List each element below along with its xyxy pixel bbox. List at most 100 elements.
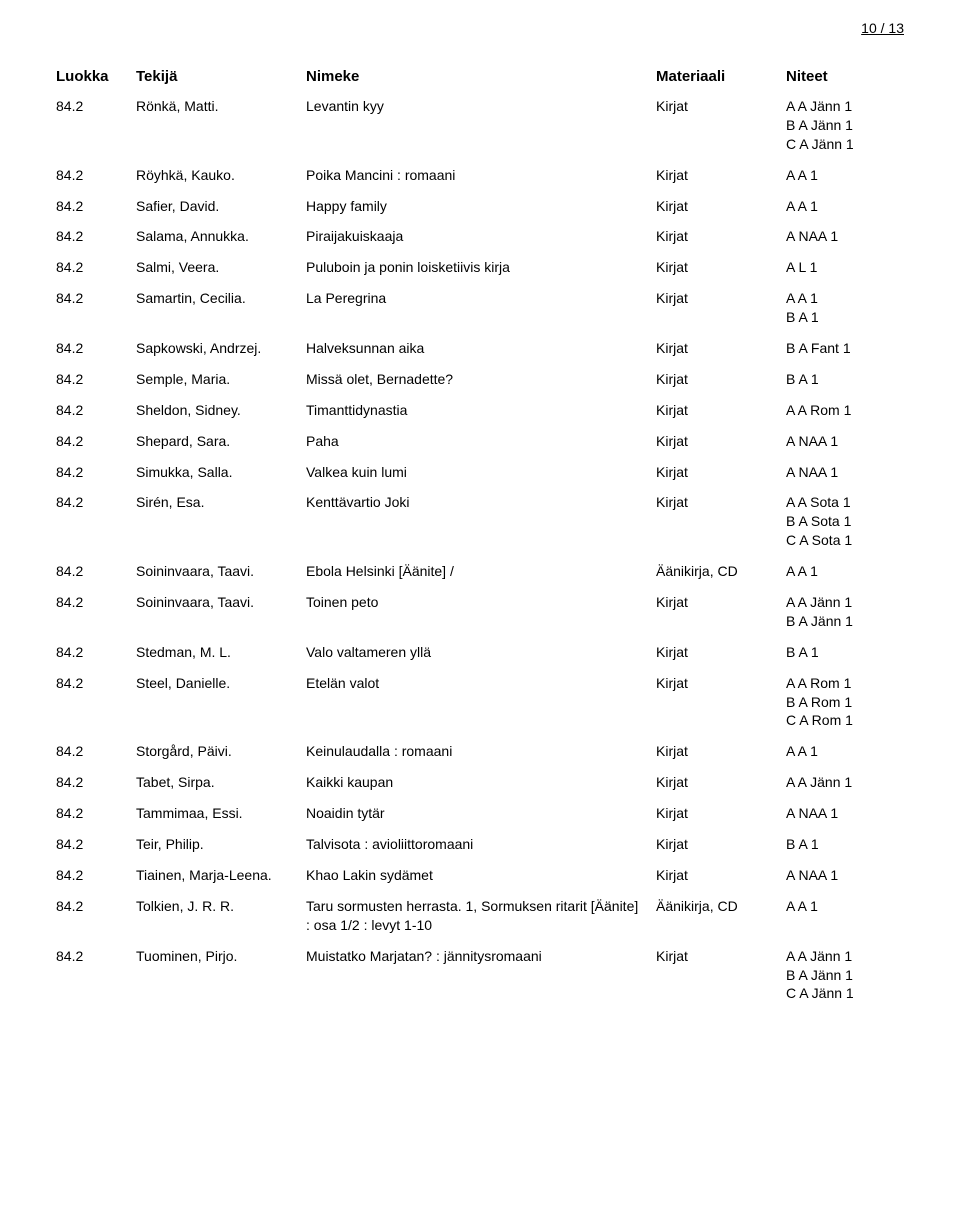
cell-nimeke: Halveksunnan aika	[306, 339, 646, 358]
niteet-item: A NAA 1	[786, 804, 904, 823]
cell-nimeke: Muistatko Marjatan? : jännitysromaani	[306, 947, 646, 966]
cell-tekija: Samartin, Cecilia.	[136, 289, 296, 308]
cell-nimeke: Etelän valot	[306, 674, 646, 693]
cell-luokka: 84.2	[56, 289, 126, 308]
table-header: Luokka Tekijä Nimeke Materiaali Niteet	[56, 68, 904, 85]
cell-tekija: Storgård, Päivi.	[136, 742, 296, 761]
cell-niteet: A A Rom 1B A Rom 1C A Rom 1	[786, 674, 904, 731]
niteet-item: A NAA 1	[786, 463, 904, 482]
niteet-item: C A Jänn 1	[786, 984, 904, 1003]
cell-materiaali: Kirjat	[656, 947, 776, 966]
niteet-item: A A Sota 1	[786, 493, 904, 512]
niteet-item: A NAA 1	[786, 866, 904, 885]
niteet-item: B A Sota 1	[786, 512, 904, 531]
niteet-item: C A Rom 1	[786, 711, 904, 730]
niteet-item: A A Jänn 1	[786, 97, 904, 116]
cell-nimeke: Khao Lakin sydämet	[306, 866, 646, 885]
cell-materiaali: Kirjat	[656, 289, 776, 308]
niteet-item: B A Rom 1	[786, 693, 904, 712]
cell-niteet: A NAA 1	[786, 463, 904, 482]
cell-nimeke: Valkea kuin lumi	[306, 463, 646, 482]
niteet-item: A A Rom 1	[786, 674, 904, 693]
table-row: 84.2Semple, Maria.Missä olet, Bernadette…	[56, 364, 904, 395]
header-niteet: Niteet	[786, 68, 904, 85]
niteet-item: B A Jänn 1	[786, 966, 904, 985]
cell-tekija: Salama, Annukka.	[136, 227, 296, 246]
cell-luokka: 84.2	[56, 866, 126, 885]
cell-materiaali: Kirjat	[656, 258, 776, 277]
niteet-item: B A 1	[786, 308, 904, 327]
cell-tekija: Soininvaara, Taavi.	[136, 593, 296, 612]
cell-tekija: Stedman, M. L.	[136, 643, 296, 662]
cell-niteet: A NAA 1	[786, 804, 904, 823]
cell-niteet: A A 1	[786, 166, 904, 185]
cell-luokka: 84.2	[56, 258, 126, 277]
cell-luokka: 84.2	[56, 773, 126, 792]
cell-materiaali: Kirjat	[656, 804, 776, 823]
niteet-item: A A 1	[786, 742, 904, 761]
table-row: 84.2Sheldon, Sidney.TimanttidynastiaKirj…	[56, 395, 904, 426]
cell-nimeke: Puluboin ja ponin loisketiivis kirja	[306, 258, 646, 277]
cell-niteet: B A 1	[786, 835, 904, 854]
cell-nimeke: Noaidin tytär	[306, 804, 646, 823]
cell-materiaali: Kirjat	[656, 463, 776, 482]
cell-nimeke: Toinen peto	[306, 593, 646, 612]
cell-nimeke: Valo valtameren yllä	[306, 643, 646, 662]
cell-materiaali: Kirjat	[656, 166, 776, 185]
cell-nimeke: Keinulaudalla : romaani	[306, 742, 646, 761]
table-row: 84.2Soininvaara, Taavi.Toinen petoKirjat…	[56, 587, 904, 637]
cell-luokka: 84.2	[56, 674, 126, 693]
cell-luokka: 84.2	[56, 897, 126, 916]
cell-niteet: A NAA 1	[786, 432, 904, 451]
cell-nimeke: Piraijakuiskaaja	[306, 227, 646, 246]
niteet-item: A A 1	[786, 562, 904, 581]
cell-materiaali: Kirjat	[656, 197, 776, 216]
cell-tekija: Steel, Danielle.	[136, 674, 296, 693]
cell-nimeke: Taru sormusten herrasta. 1, Sormuksen ri…	[306, 897, 646, 935]
niteet-item: A A 1	[786, 166, 904, 185]
niteet-item: A NAA 1	[786, 227, 904, 246]
cell-luokka: 84.2	[56, 339, 126, 358]
cell-materiaali: Kirjat	[656, 401, 776, 420]
niteet-item: A A Jänn 1	[786, 773, 904, 792]
table-row: 84.2Tolkien, J. R. R.Taru sormusten herr…	[56, 891, 904, 941]
table-row: 84.2Samartin, Cecilia.La PeregrinaKirjat…	[56, 283, 904, 333]
niteet-item: A A Jänn 1	[786, 947, 904, 966]
cell-luokka: 84.2	[56, 643, 126, 662]
cell-tekija: Teir, Philip.	[136, 835, 296, 854]
cell-materiaali: Kirjat	[656, 493, 776, 512]
table-row: 84.2Tiainen, Marja-Leena.Khao Lakin sydä…	[56, 860, 904, 891]
table-body: 84.2Rönkä, Matti.Levantin kyyKirjatA A J…	[56, 91, 904, 1009]
cell-materiaali: Kirjat	[656, 432, 776, 451]
table-row: 84.2Stedman, M. L.Valo valtameren ylläKi…	[56, 637, 904, 668]
cell-luokka: 84.2	[56, 370, 126, 389]
table-row: 84.2Storgård, Päivi.Keinulaudalla : roma…	[56, 736, 904, 767]
cell-tekija: Tammimaa, Essi.	[136, 804, 296, 823]
header-nimeke: Nimeke	[306, 68, 646, 85]
table-row: 84.2Salmi, Veera.Puluboin ja ponin loisk…	[56, 252, 904, 283]
cell-materiaali: Kirjat	[656, 742, 776, 761]
cell-nimeke: Timanttidynastia	[306, 401, 646, 420]
cell-tekija: Safier, David.	[136, 197, 296, 216]
cell-materiaali: Kirjat	[656, 773, 776, 792]
document-page: 10 / 13 Luokka Tekijä Nimeke Materiaali …	[0, 0, 960, 1212]
cell-niteet: B A Fant 1	[786, 339, 904, 358]
cell-niteet: A A Jänn 1	[786, 773, 904, 792]
cell-niteet: A A 1	[786, 897, 904, 916]
table-row: 84.2Tuominen, Pirjo.Muistatko Marjatan? …	[56, 941, 904, 1010]
cell-niteet: A L 1	[786, 258, 904, 277]
table-row: 84.2Teir, Philip.Talvisota : avioliittor…	[56, 829, 904, 860]
cell-niteet: B A 1	[786, 643, 904, 662]
niteet-item: B A Jänn 1	[786, 612, 904, 631]
cell-materiaali: Kirjat	[656, 593, 776, 612]
niteet-item: A A 1	[786, 289, 904, 308]
table-row: 84.2Rönkä, Matti.Levantin kyyKirjatA A J…	[56, 91, 904, 160]
niteet-item: C A Sota 1	[786, 531, 904, 550]
cell-nimeke: Kaikki kaupan	[306, 773, 646, 792]
table-row: 84.2Steel, Danielle.Etelän valotKirjatA …	[56, 668, 904, 737]
niteet-item: C A Jänn 1	[786, 135, 904, 154]
cell-materiaali: Äänikirja, CD	[656, 897, 776, 916]
table-row: 84.2Shepard, Sara.PahaKirjatA NAA 1	[56, 426, 904, 457]
cell-tekija: Tabet, Sirpa.	[136, 773, 296, 792]
cell-niteet: A A Rom 1	[786, 401, 904, 420]
